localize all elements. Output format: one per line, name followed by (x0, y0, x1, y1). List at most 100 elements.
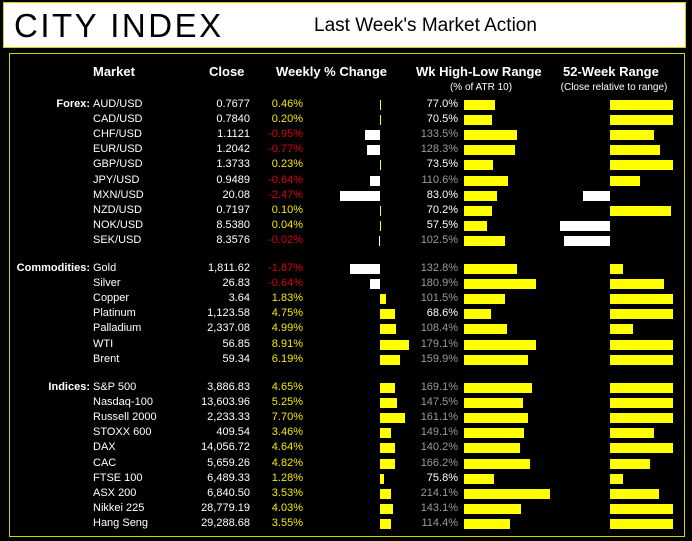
wk-range-bar (464, 130, 518, 141)
wk-range-bar (464, 175, 509, 186)
market-name: WTI (93, 337, 114, 350)
weekly-change-bar (379, 235, 380, 246)
weekly-change-bar (380, 339, 409, 350)
market-name: GBP/USD (93, 158, 143, 171)
weekly-change-bar (349, 264, 380, 274)
market-name: Platinum (93, 307, 136, 320)
week52-range-bar (610, 488, 659, 499)
wk-range-bar (464, 205, 493, 216)
wk-range-bar (464, 354, 528, 365)
week52-range-bar (610, 115, 673, 126)
wk-range-bar (464, 488, 550, 499)
wk-range-value: 114.4% (421, 516, 459, 529)
col-subheader-52-week: (Close relative to range) (560, 82, 668, 93)
market-name: Hang Seng (93, 516, 149, 529)
wk-range-value: 140.2% (420, 441, 458, 454)
close-value: 6,840.50 (207, 486, 250, 499)
weekly-change-bar (369, 279, 380, 290)
wk-range-bar (464, 458, 531, 469)
week52-range-bar (610, 473, 623, 484)
weekly-change-value: -0.64% (268, 277, 303, 290)
close-value: 1,811.62 (207, 262, 250, 274)
wk-range-bar (464, 413, 529, 424)
close-value: 409.54 (216, 426, 250, 439)
close-value: 59.34 (222, 352, 250, 365)
wk-range-value: 102.5% (420, 233, 458, 246)
weekly-change-bar (380, 115, 381, 126)
market-name: CHF/USD (93, 128, 142, 141)
weekly-change-bar (380, 294, 386, 305)
wk-range-value: 132.8% (420, 262, 458, 274)
wk-range-value: 166.2% (420, 456, 458, 469)
weekly-change-value: 0.04% (271, 218, 303, 231)
weekly-change-bar (380, 458, 396, 469)
market-name: MXN/USD (93, 188, 144, 201)
wk-range-bar (464, 503, 522, 514)
week52-range-bar (610, 279, 665, 290)
group-label: Forex: (56, 98, 90, 110)
market-name: Nasdaq-100 (93, 396, 153, 409)
wk-range-bar (464, 443, 521, 454)
wk-range-value: 149.1% (420, 426, 458, 439)
market-name: SEK/USD (93, 233, 142, 246)
wk-range-value: 214.1% (420, 486, 458, 499)
week52-range-bar (610, 324, 634, 335)
close-value: 3.64 (228, 292, 250, 305)
weekly-change-value: -2.47% (268, 188, 303, 201)
wk-range-bar (464, 235, 505, 246)
close-value: 0.9489 (216, 173, 250, 186)
market-name: EUR/USD (93, 143, 143, 156)
close-value: 0.7677 (216, 98, 250, 110)
market-name: S&P 500 (93, 381, 137, 393)
wk-range-bar (464, 279, 537, 290)
weekly-change-value: -0.02% (268, 233, 303, 246)
wk-range-bar (464, 383, 532, 393)
weekly-change-bar (380, 354, 400, 365)
week52-range-bar (610, 205, 672, 216)
col-header-52-week: 52-Week Range (563, 64, 659, 79)
wk-range-bar (464, 100, 495, 110)
close-value: 0.7840 (216, 113, 250, 126)
weekly-change-bar (364, 130, 380, 141)
weekly-change-bar (380, 443, 395, 454)
weekly-change-bar (380, 205, 381, 216)
close-value: 0.7197 (216, 203, 250, 216)
weekly-change-value: 5.25% (271, 396, 303, 409)
week52-range-bar (610, 398, 673, 409)
week52-range-bar (610, 428, 655, 439)
week52-range-bar (610, 294, 673, 305)
col-subheader-wk-range: (% of ATR 10) (449, 82, 513, 93)
weekly-change-value: 4.75% (271, 307, 303, 320)
weekly-change-bar (380, 518, 392, 529)
weekly-change-value: 3.46% (271, 426, 303, 439)
week52-range-bar (610, 354, 673, 365)
wk-range-bar (464, 398, 523, 409)
wk-range-bar (464, 264, 518, 274)
weekly-change-value: -0.64% (268, 173, 303, 186)
wk-range-value: 83.0% (426, 188, 458, 201)
close-value: 26.83 (222, 277, 250, 290)
market-name: Silver (93, 277, 121, 290)
group-label: Indices: (48, 381, 90, 393)
close-value: 6,489.33 (207, 471, 250, 484)
wk-range-bar (464, 518, 510, 529)
wk-range-bar (464, 145, 516, 156)
wk-range-value: 70.5% (426, 113, 458, 126)
wk-range-bar (464, 115, 493, 126)
close-value: 28,779.19 (201, 501, 250, 514)
week52-range-bar (610, 130, 655, 141)
market-name: DAX (93, 441, 116, 454)
wk-range-value: 68.6% (426, 307, 458, 320)
wk-range-bar (464, 190, 498, 201)
wk-range-value: 161.1% (420, 411, 458, 424)
weekly-change-value: 4.64% (271, 441, 303, 454)
page-title: Last Week's Market Action (314, 15, 537, 36)
weekly-change-value: 3.53% (271, 486, 303, 499)
wk-range-value: 143.1% (420, 501, 458, 514)
close-value: 1.2042 (216, 143, 250, 156)
market-name: Nikkei 225 (93, 501, 145, 514)
week52-range-bar (610, 100, 673, 110)
market-name: JPY/USD (93, 173, 140, 186)
week52-range-bar (610, 145, 661, 156)
col-header-close: Close (209, 64, 245, 79)
